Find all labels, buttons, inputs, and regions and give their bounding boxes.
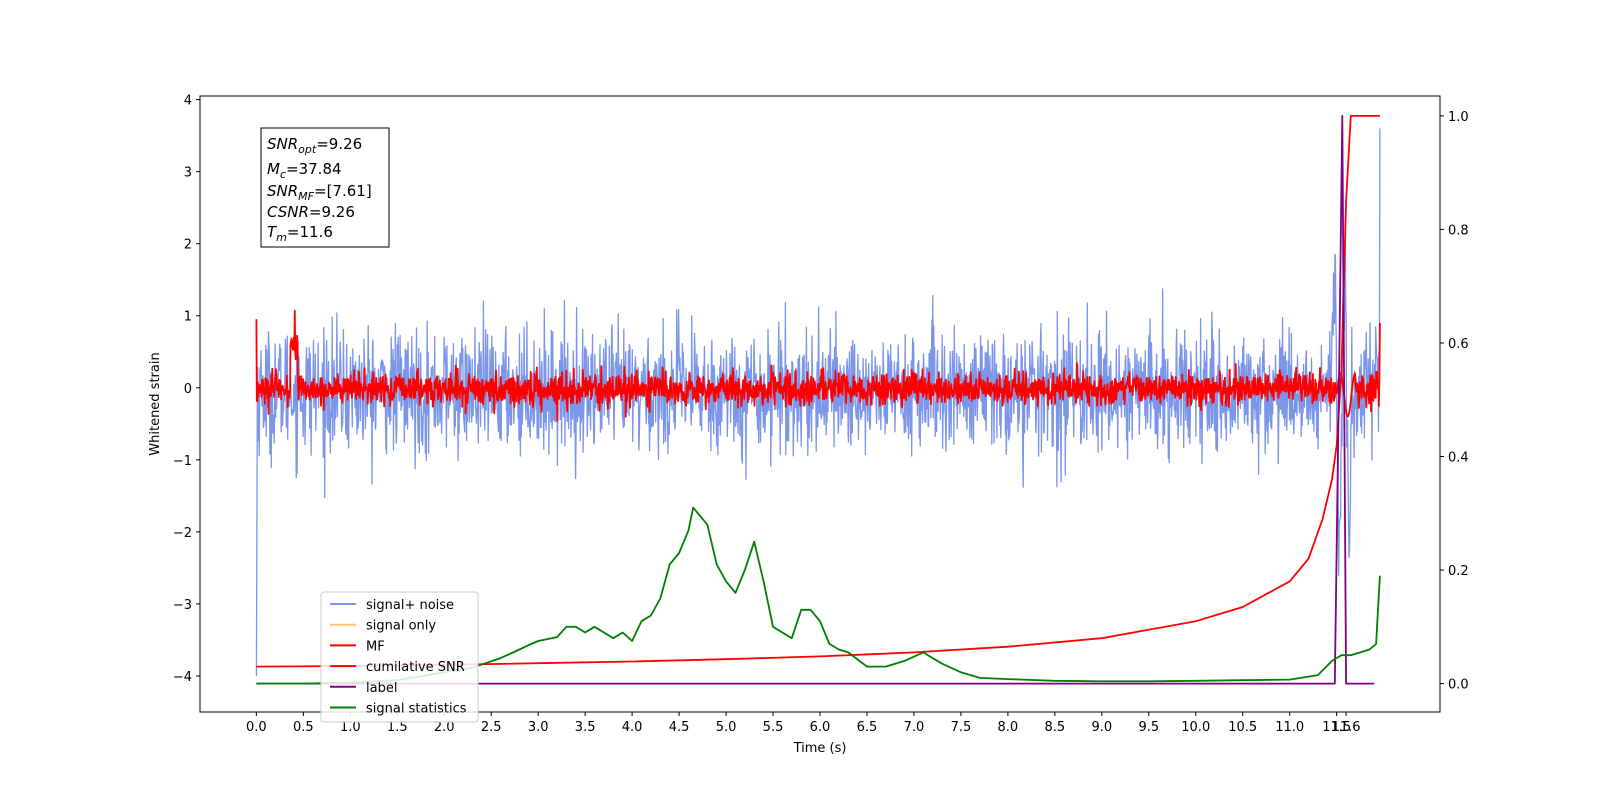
annotation-tm: Tm=11.6: [267, 223, 333, 244]
y2-tick-label: 0.2: [1448, 564, 1469, 579]
x-tick-label: 1.0: [340, 720, 361, 735]
y-tick-label: −4: [173, 670, 192, 685]
x-tick-label: 9.5: [1138, 720, 1159, 735]
y2-tick-label: 1.0: [1448, 110, 1469, 125]
x-tick-label: 0.0: [246, 720, 267, 735]
x-tick-label: 7.5: [951, 720, 972, 735]
series-signal-noise: [255, 128, 1381, 677]
x-tick-label: 1.5: [387, 720, 408, 735]
series-label: [256, 115, 1375, 685]
series-mf: [255, 309, 1381, 422]
legend-label-mf: MF: [366, 639, 385, 654]
x-tick-label: 3.5: [575, 720, 596, 735]
x-tick-label: 11.6: [1332, 720, 1361, 735]
x-tick-label: 11.5: [1322, 720, 1351, 735]
legend-label-signal-noise: signal+ noise: [366, 598, 454, 613]
y-tick-label: 4: [184, 94, 192, 109]
x-tick-label: 10.0: [1181, 720, 1210, 735]
annotation-csnr: CSNR=9.26: [267, 203, 355, 221]
y-tick-label: 2: [184, 238, 192, 253]
x-tick-label: 4.5: [669, 720, 690, 735]
annotation-snr-mf: SNRMF=[7.61]: [267, 182, 372, 203]
x-tick-label: 2.0: [434, 720, 455, 735]
x-tick-label: 8.0: [998, 720, 1019, 735]
x-tick-label: 10.5: [1228, 720, 1257, 735]
y2-tick-label: 0.4: [1448, 451, 1469, 466]
y2-tick-label: 0.8: [1448, 223, 1469, 238]
series-signal-statistics: [256, 506, 1381, 685]
legend-label-cumilative-snr: cumilative SNR: [366, 660, 465, 675]
x-tick-label: 9.0: [1091, 720, 1112, 735]
y-axis-right: 1.0 0.8 0.6 0.4 0.2 0.0: [1440, 110, 1469, 693]
y2-tick-label: 0.0: [1448, 678, 1469, 693]
series-layer: [255, 115, 1381, 685]
x-tick-label: 0.5: [293, 720, 314, 735]
legend-label-label: label: [366, 681, 397, 696]
y-tick-label: 1: [184, 310, 192, 325]
y-axis-left: 4 3 2 1 0 −1 −2 −3 −4: [173, 94, 200, 685]
x-tick-label: 3.0: [528, 720, 549, 735]
annotation-mc: Mc=37.84: [267, 160, 342, 181]
x-tick-label: 5.5: [763, 720, 784, 735]
x-axis: 0.0 0.5 1.0 1.5 2.0 2.5 3.0 3.5 4.0 4.5 5.0 5.5 6.0 6…: [246, 712, 1361, 735]
x-tick-label: 5.0: [716, 720, 737, 735]
annotation-box: SNRopt=9.26 Mc=37.84 SNRMF=[7.61] CSNR=9…: [260, 127, 390, 248]
y2-tick-label: 0.6: [1448, 337, 1469, 352]
x-axis-label: Time (s): [793, 741, 847, 756]
x-tick-label: 4.0: [622, 720, 643, 735]
y-tick-label: 0: [184, 382, 192, 397]
y-tick-label: −2: [173, 526, 192, 541]
x-tick-label: 8.5: [1045, 720, 1066, 735]
y-tick-label: −1: [173, 454, 192, 469]
x-tick-label: 6.5: [857, 720, 878, 735]
legend: signal+ noise signal only MF cumilative SNR…: [320, 591, 479, 723]
x-tick-label: 7.0: [904, 720, 925, 735]
x-tick-label: 6.0: [810, 720, 831, 735]
y-axis-label: Whitened strain: [148, 352, 163, 455]
x-tick-label: 11.0: [1275, 720, 1304, 735]
legend-label-signal-statistics: signal statistics: [366, 702, 467, 717]
y-tick-label: −3: [173, 598, 192, 613]
legend-label-signal-only: signal only: [366, 619, 436, 634]
y-tick-label: 3: [184, 166, 192, 181]
annotation-snr-opt: SNRopt=9.26: [267, 135, 362, 156]
x-tick-label: 2.5: [481, 720, 502, 735]
